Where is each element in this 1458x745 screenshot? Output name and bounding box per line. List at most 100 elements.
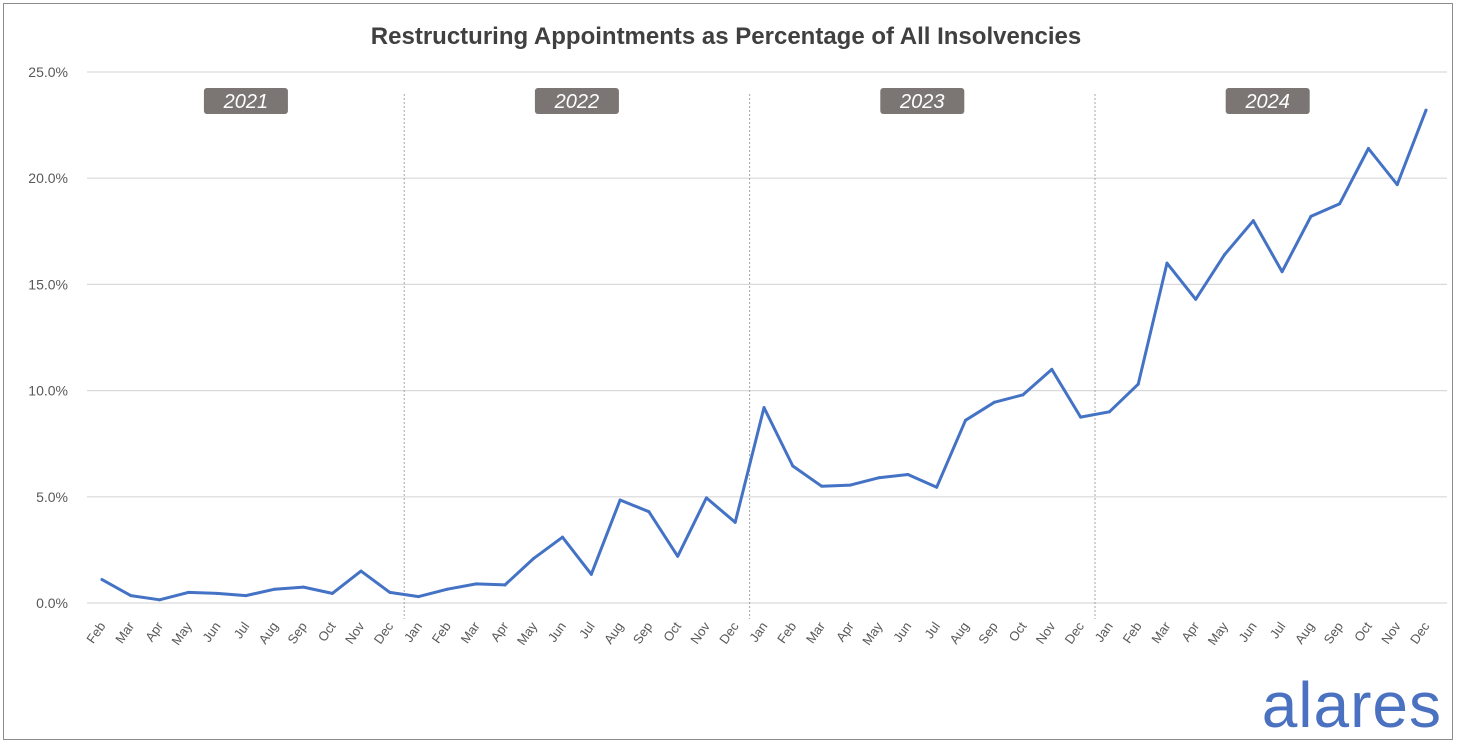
x-tick-label: Apr (1178, 619, 1202, 645)
x-tick-label: Apr (488, 619, 512, 645)
year-badge-2024: 2024 (1225, 88, 1310, 114)
x-tick-label: Jan (746, 619, 770, 645)
x-tick-label: Aug (946, 619, 972, 647)
x-tick-label: Jan (401, 619, 425, 645)
x-tick-label: Dec (1407, 619, 1433, 647)
data-point (1395, 183, 1399, 187)
data-point (1021, 393, 1025, 397)
x-tick-label: Jul (921, 619, 943, 641)
x-tick-label: Jan (1092, 619, 1116, 645)
year-label: 2022 (554, 91, 600, 113)
data-point (1107, 410, 1111, 414)
data-point (618, 498, 622, 502)
year-badge-bg (880, 88, 965, 114)
year-badges: 2021 2022 2023 2024 (203, 88, 1310, 114)
x-tick-label: Feb (83, 619, 108, 646)
data-point (474, 582, 478, 586)
data-point (417, 595, 421, 599)
alares-logo: alares (1261, 669, 1442, 741)
x-tick-label: Mar (112, 619, 138, 646)
chart-title: Restructuring Appointments as Percentage… (371, 23, 1081, 50)
y-axis-ticks: 0.0% 5.0% 10.0% 15.0% 20.0% 25.0% (28, 64, 68, 611)
x-tick-label: Jun (199, 619, 223, 645)
x-tick-label: Nov (1033, 619, 1059, 647)
data-point (1050, 367, 1054, 371)
x-tick-label: Dec (716, 619, 742, 647)
year-label: 2024 (1244, 91, 1290, 113)
chart-canvas: Restructuring Appointments as Percentage… (28, 23, 1447, 648)
data-point (1165, 261, 1169, 265)
x-tick-label: Feb (774, 619, 799, 646)
y-tick-label: 0.0% (36, 595, 68, 611)
x-tick-label: Nov (1378, 619, 1404, 647)
x-tick-label: Oct (315, 619, 339, 644)
data-point (532, 556, 536, 560)
data-point (906, 472, 910, 476)
data-point (647, 510, 651, 514)
x-tick-label: Aug (256, 619, 282, 647)
data-point (791, 464, 795, 468)
data-point (503, 583, 507, 587)
gridlines (87, 71, 1447, 604)
data-point (1136, 382, 1140, 386)
data-point (992, 400, 996, 404)
x-tick-label: Dec (1062, 619, 1088, 647)
data-point (676, 554, 680, 558)
y-tick-label: 5.0% (36, 489, 68, 505)
x-tick-label: Mar (803, 619, 829, 646)
data-point (820, 484, 824, 488)
year-badge-bg (203, 88, 288, 114)
data-point (762, 406, 766, 410)
x-tick-label: May (859, 619, 886, 648)
x-tick-label: Oct (660, 619, 684, 644)
x-tick-label: May (1205, 619, 1232, 648)
data-point (1223, 253, 1227, 257)
year-badge-2023: 2023 (880, 88, 965, 114)
data-point (1079, 415, 1083, 419)
data-point (273, 587, 277, 591)
x-tick-label: May (168, 619, 195, 648)
data-point (733, 520, 737, 524)
data-point (100, 578, 104, 582)
x-tick-label: Oct (1006, 619, 1030, 644)
data-point (186, 590, 190, 594)
x-tick-label: May (514, 619, 541, 648)
y-tick-label: 20.0% (28, 170, 68, 186)
data-point (215, 591, 219, 595)
data-point (244, 594, 248, 598)
x-tick-label: Nov (687, 619, 713, 647)
y-tick-label: 15.0% (28, 276, 68, 292)
data-point (1366, 146, 1370, 150)
data-point (561, 535, 565, 539)
year-label: 2023 (899, 91, 945, 113)
chart-frame: Restructuring Appointments as Percentage… (3, 3, 1453, 740)
x-tick-label: Mar (458, 619, 484, 646)
data-point (963, 418, 967, 422)
data-point (388, 590, 392, 594)
data-point (704, 496, 708, 500)
x-tick-label: Apr (142, 619, 166, 645)
x-tick-label: Mar (1148, 619, 1174, 646)
data-point (1338, 202, 1342, 206)
x-tick-label: Aug (1292, 619, 1318, 647)
year-badge-2021: 2021 (203, 88, 288, 114)
data-point (589, 572, 593, 576)
x-tick-label: Jul (576, 619, 598, 641)
year-label: 2021 (223, 91, 269, 113)
data-point (1194, 297, 1198, 301)
data-point (1280, 270, 1284, 274)
data-point (359, 569, 363, 573)
data-point (445, 587, 449, 591)
year-badge-2022: 2022 (534, 88, 619, 114)
x-tick-label: Sep (1321, 619, 1347, 647)
x-tick-label: Aug (601, 619, 627, 647)
x-tick-label: Sep (630, 619, 656, 647)
data-point (848, 483, 852, 487)
x-tick-label: Sep (975, 619, 1001, 647)
series-layer (100, 108, 1428, 602)
x-tick-label: Jun (545, 619, 569, 645)
data-point (1309, 214, 1313, 218)
x-tick-label: Nov (342, 619, 368, 647)
x-tick-label: Apr (833, 619, 857, 645)
x-tick-label: Jul (1267, 619, 1289, 641)
